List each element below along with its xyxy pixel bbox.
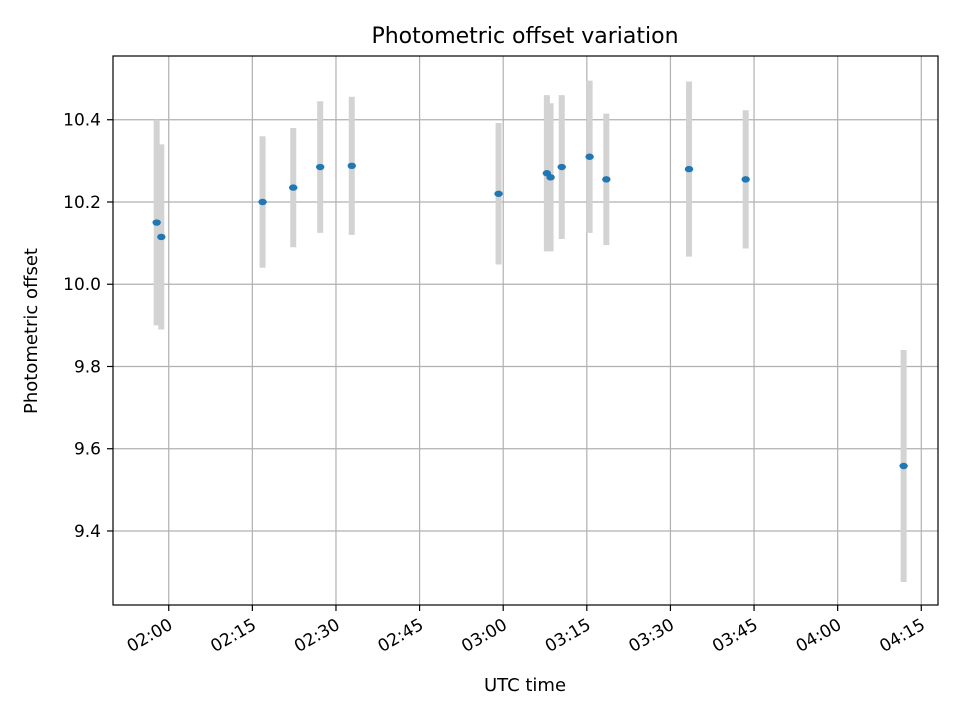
y-tick-label: 10.0	[63, 275, 101, 295]
y-tick-label: 9.6	[74, 440, 101, 460]
data-point	[546, 174, 555, 181]
y-tick-label: 9.8	[74, 357, 101, 377]
y-axis-ticks: 9.4 9.6 9.8 10.0 10.2 10.4	[63, 111, 113, 542]
data-point	[585, 153, 594, 160]
data-point	[347, 162, 356, 169]
data-point	[289, 184, 298, 191]
y-tick-label: 10.4	[63, 111, 101, 131]
data-point	[152, 219, 161, 226]
data-point	[741, 176, 750, 183]
data-points	[152, 153, 908, 470]
data-point	[557, 163, 566, 171]
x-axis-label: UTC time	[484, 675, 566, 696]
y-tick-label: 9.4	[74, 522, 101, 542]
y-tick-label: 10.2	[63, 193, 101, 213]
data-point	[258, 198, 267, 206]
data-point	[494, 190, 503, 197]
data-point	[602, 176, 611, 183]
data-point	[315, 163, 325, 171]
chart-title: Photometric offset variation	[371, 24, 678, 49]
data-point	[684, 165, 694, 173]
plot-frame	[112, 55, 939, 606]
y-axis-label: Photometric offset	[21, 248, 42, 414]
data-point	[157, 233, 166, 241]
data-point	[899, 462, 908, 470]
